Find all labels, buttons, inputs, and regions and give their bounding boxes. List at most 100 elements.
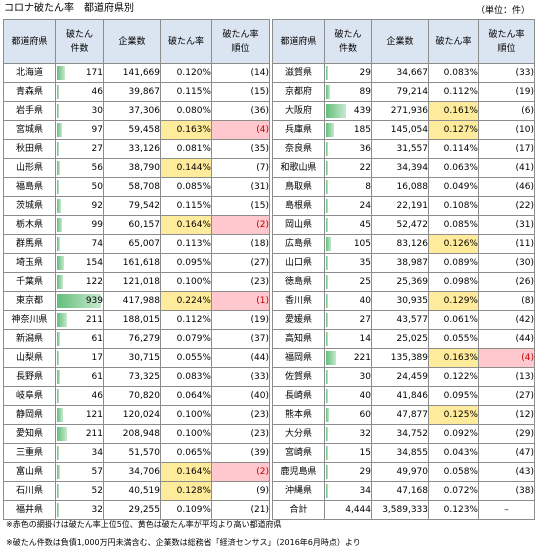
table-row: 石川県 52 40,519 0.128% (9)	[3, 481, 270, 501]
count-cell: 29	[324, 63, 372, 83]
rate-cell: 0.072%	[428, 481, 479, 501]
prefecture-cell: 千葉県	[3, 272, 56, 292]
rate-cell: 0.163%	[160, 120, 212, 140]
count-data-bar	[57, 275, 63, 289]
prefecture-cell: 福井県	[3, 500, 56, 520]
count-cell: 211	[55, 424, 104, 444]
count-data-bar	[326, 313, 328, 327]
table-row: 新潟県 61 76,279 0.079% (37)	[3, 329, 270, 349]
rank-cell: (38)	[478, 481, 535, 501]
prefecture-cell: 山口県	[272, 253, 325, 273]
rate-cell: 0.085%	[160, 177, 212, 197]
count-cell: 34	[324, 481, 372, 501]
rate-cell: 0.081%	[160, 139, 212, 159]
count-data-bar	[57, 427, 67, 441]
count-data-bar	[57, 199, 61, 213]
header-count: 破たん 件数	[324, 19, 372, 64]
rank-cell: (47)	[478, 443, 535, 463]
count-cell: 45	[324, 215, 372, 235]
table-row: 福島県 50 58,708 0.085% (31)	[3, 177, 270, 197]
companies-cell: 29,255	[103, 500, 161, 520]
companies-cell: 58,708	[103, 177, 161, 197]
count-cell: 57	[55, 462, 104, 482]
table-row: 山梨県 17 30,715 0.055% (44)	[3, 348, 270, 368]
count-cell: 36	[324, 139, 372, 159]
prefecture-cell: 鳥取県	[272, 177, 325, 197]
rate-cell: 0.079%	[160, 329, 212, 349]
count-data-bar	[326, 85, 330, 99]
rank-cell: (18)	[211, 234, 270, 254]
companies-cell: 47,877	[371, 405, 429, 425]
count-cell: 121	[55, 405, 104, 425]
count-data-bar	[326, 256, 328, 270]
rate-cell: 0.120%	[160, 63, 212, 83]
count-data-bar	[57, 313, 67, 327]
table-row: 大阪府 439 271,936 0.161% (6)	[272, 101, 535, 121]
prefecture-cell: 大阪府	[272, 101, 325, 121]
prefecture-cell: 東京都	[3, 291, 56, 311]
count-data-bar	[57, 123, 62, 137]
rank-cell: (2)	[211, 462, 270, 482]
companies-cell: 25,369	[371, 272, 429, 292]
count-data-bar	[326, 389, 328, 403]
count-cell: 122	[55, 272, 104, 292]
note-highlight: ※赤色の網掛けは破たん率上位5位、黄色は破たん率が平均より高い都道府県	[6, 520, 282, 529]
count-data-bar	[326, 294, 328, 308]
companies-cell: 25,025	[371, 329, 429, 349]
prefecture-cell: 高知県	[272, 329, 325, 349]
count-cell: 30	[55, 101, 104, 121]
rate-cell: 0.100%	[160, 272, 212, 292]
header-rank: 破たん率 順位	[211, 19, 270, 64]
table-header-row: 都道府県 破たん 件数 企業数 破たん率 破たん率 順位	[3, 19, 270, 64]
rate-cell: 0.164%	[160, 462, 212, 482]
table-row: 宮崎県 15 34,855 0.043% (47)	[272, 443, 535, 463]
table-row: 滋賀県 29 34,667 0.083% (33)	[272, 63, 535, 83]
table-row: 大分県 32 34,752 0.092% (29)	[272, 424, 535, 444]
count-cell: 221	[324, 348, 372, 368]
count-cell: 32	[324, 424, 372, 444]
companies-cell: 79,214	[371, 82, 429, 102]
rank-cell: (43)	[478, 462, 535, 482]
companies-cell: 49,970	[371, 462, 429, 482]
count-cell: 61	[55, 367, 104, 387]
table-row: 三重県 34 51,570 0.065% (39)	[3, 443, 270, 463]
count-cell: 40	[324, 291, 372, 311]
count-data-bar	[326, 427, 328, 441]
prefecture-cell: 大分県	[272, 424, 325, 444]
prefecture-cell: 山形県	[3, 158, 56, 178]
companies-cell: 121,018	[103, 272, 161, 292]
rank-cell: (30)	[478, 253, 535, 273]
total-label: 合計	[272, 500, 325, 520]
count-data-bar	[326, 465, 328, 479]
count-data-bar	[57, 484, 59, 498]
rank-cell: (23)	[211, 424, 270, 444]
prefecture-cell: 秋田県	[3, 139, 56, 159]
count-data-bar	[57, 180, 59, 194]
count-data-bar	[326, 66, 328, 80]
table-row: 和歌山県 22 34,394 0.063% (41)	[272, 158, 535, 178]
rate-cell: 0.100%	[160, 405, 212, 425]
table-row: 京都府 89 79,214 0.112% (19)	[272, 82, 535, 102]
rank-cell: (14)	[211, 63, 270, 83]
count-cell: 56	[55, 158, 104, 178]
companies-cell: 83,126	[371, 234, 429, 254]
header-rate: 破たん率	[428, 19, 479, 64]
table-row: 埼玉県 154 161,618 0.095% (27)	[3, 253, 270, 273]
prefecture-cell: 三重県	[3, 443, 56, 463]
companies-cell: 141,669	[103, 63, 161, 83]
prefecture-cell: 静岡県	[3, 405, 56, 425]
table-row: 茨城県 92 79,542 0.115% (15)	[3, 196, 270, 216]
prefecture-cell: 群馬県	[3, 234, 56, 254]
prefecture-cell: 愛知県	[3, 424, 56, 444]
rank-cell: (21)	[211, 500, 270, 520]
count-cell: 24	[324, 196, 372, 216]
prefecture-cell: 栃木県	[3, 215, 56, 235]
companies-cell: 52,472	[371, 215, 429, 235]
count-data-bar	[326, 332, 328, 346]
table-row: 岡山県 45 52,472 0.085% (31)	[272, 215, 535, 235]
count-data-bar	[57, 370, 60, 384]
total-row: 合計 4,444 3,589,333 0.123% –	[272, 500, 535, 520]
companies-cell: 271,936	[371, 101, 429, 121]
table-row: 長崎県 40 41,846 0.095% (27)	[272, 386, 535, 406]
companies-cell: 37,306	[103, 101, 161, 121]
